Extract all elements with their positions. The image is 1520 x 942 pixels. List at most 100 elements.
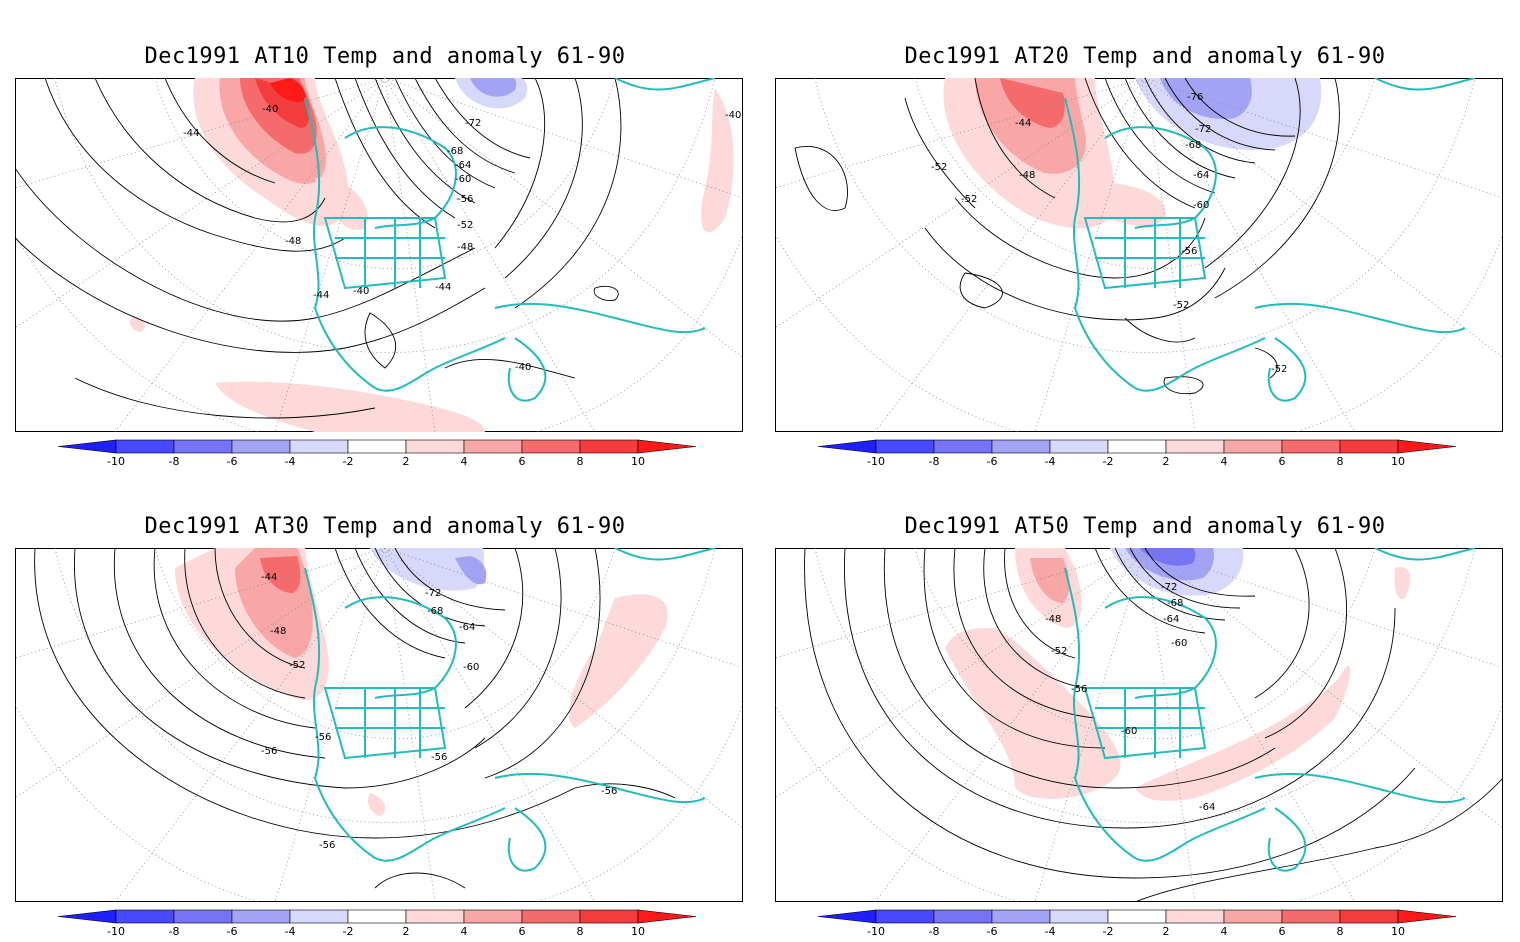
contour-label: -44 bbox=[261, 572, 277, 583]
temperature-contours bbox=[15, 78, 622, 419]
colorbar-tick-label: 10 bbox=[1391, 925, 1405, 938]
colorbar-tick-label: -8 bbox=[169, 925, 180, 938]
contour-label: -40 bbox=[353, 286, 369, 297]
colorbar-segment bbox=[1339, 909, 1399, 924]
colorbar-segment bbox=[1223, 909, 1283, 924]
panel-at10: Dec1991 AT10 Temp and anomaly 61-90 bbox=[15, 0, 755, 460]
colorbar-segment bbox=[289, 909, 349, 924]
colorbar-tick-label: 2 bbox=[1163, 925, 1170, 938]
map-at50: -72 -68 -48 -64 -60 -52 -56 -60 -64 bbox=[775, 548, 1503, 902]
colorbar-1: -10 -8 -6 -4 -2 2 4 6 8 10 bbox=[58, 439, 697, 468]
contour-label: -44 bbox=[313, 290, 329, 301]
colorbar-segment bbox=[1281, 439, 1341, 454]
colorbar-segment bbox=[231, 909, 291, 924]
colorbar-segment bbox=[579, 439, 639, 454]
contour-label: -52 bbox=[931, 162, 947, 173]
panel-at50: Dec1991 AT50 Temp and anomaly 61-90 bbox=[775, 470, 1515, 930]
colorbar-arrow-high bbox=[1397, 439, 1457, 454]
contour-label: -56 bbox=[1071, 684, 1087, 695]
contour-label: -56 bbox=[601, 786, 617, 797]
colorbar-tick-label: 6 bbox=[1279, 925, 1286, 938]
colorbar-tick-label: -6 bbox=[987, 925, 998, 938]
colorbar-arrow-high bbox=[1397, 909, 1457, 924]
contour-label: -52 bbox=[457, 220, 473, 231]
colorbar-segment bbox=[463, 909, 523, 924]
colorbar-tick-label: -2 bbox=[343, 925, 354, 938]
colorbar-segment bbox=[347, 909, 407, 924]
colorbar-segment bbox=[1049, 439, 1109, 454]
colorbar-segment bbox=[1107, 909, 1167, 924]
panel-at30: Dec1991 AT30 Temp and anomaly 61-90 bbox=[15, 470, 755, 930]
contour-label: -48 bbox=[285, 236, 301, 247]
contour-label: -44 bbox=[1015, 118, 1031, 129]
colorbar-segment bbox=[231, 439, 291, 454]
contour-label: -40 bbox=[725, 110, 741, 121]
colorbar-tick-label: -2 bbox=[343, 455, 354, 468]
contour-label: -64 bbox=[1163, 614, 1179, 625]
coastlines bbox=[1064, 548, 1476, 872]
colorbar-segment bbox=[521, 439, 581, 454]
colorbar-segment bbox=[875, 909, 935, 924]
colorbar-segment bbox=[1165, 439, 1225, 454]
contour-label: -48 bbox=[457, 242, 473, 253]
contour-label: -64 bbox=[459, 622, 475, 633]
colorbar-tick-label: 6 bbox=[519, 455, 526, 468]
colorbar-segment bbox=[1223, 439, 1283, 454]
anomaly-shading bbox=[943, 78, 1322, 229]
contour-label: -72 bbox=[1195, 124, 1211, 135]
colorbar-segment bbox=[405, 439, 465, 454]
colorbar-tick-label: 4 bbox=[1221, 455, 1228, 468]
panel-title: Dec1991 AT30 Temp and anomaly 61-90 bbox=[144, 514, 626, 539]
contour-label: -60 bbox=[1171, 638, 1187, 649]
colorbar-2: -10 -8 -6 -4 -2 2 4 6 8 10 bbox=[818, 439, 1457, 468]
colorbar-tick-label: -6 bbox=[987, 455, 998, 468]
contour-labels: -76 -44 -72 -68 -52 -48 -64 -52 -60 -56 … bbox=[931, 92, 1287, 375]
lat-lon-grid bbox=[775, 78, 1503, 432]
colorbar-tick-label: 4 bbox=[1221, 925, 1228, 938]
colorbar-tick-label: 2 bbox=[403, 925, 410, 938]
colorbar-tick-label: 4 bbox=[461, 455, 468, 468]
colorbar-segment bbox=[115, 909, 175, 924]
contour-label: -68 bbox=[1185, 140, 1201, 151]
contour-label: -56 bbox=[1181, 246, 1197, 257]
contour-label: -56 bbox=[261, 746, 277, 757]
colorbar-arrow-high bbox=[637, 439, 697, 454]
colorbar-tick-label: -10 bbox=[867, 455, 885, 468]
colorbar-segment bbox=[1107, 439, 1167, 454]
anomaly-shading bbox=[175, 548, 668, 816]
colorbar-tick-label: -10 bbox=[107, 925, 125, 938]
colorbar-tick-label: -6 bbox=[227, 455, 238, 468]
colorbar-segment bbox=[289, 439, 349, 454]
anomaly-shading bbox=[945, 548, 1411, 801]
contour-label: -68 bbox=[1167, 598, 1183, 609]
contour-label: -48 bbox=[270, 626, 286, 637]
colorbar-tick-label: 10 bbox=[1391, 455, 1405, 468]
colorbar-tick-label: -2 bbox=[1103, 925, 1114, 938]
panel-at20: Dec1991 AT20 Temp and anomaly 61-90 bbox=[775, 0, 1515, 460]
contour-label: -52 bbox=[289, 660, 305, 671]
contour-label: -64 bbox=[455, 160, 471, 171]
panel-title: Dec1991 AT50 Temp and anomaly 61-90 bbox=[904, 514, 1386, 539]
colorbar-segment bbox=[875, 439, 935, 454]
colorbar-segment bbox=[579, 909, 639, 924]
contour-labels: -72 -68 -48 -64 -60 -52 -56 -60 -64 bbox=[1045, 582, 1215, 813]
colorbar-arrow-low bbox=[58, 909, 117, 924]
contour-label: -60 bbox=[455, 174, 471, 185]
colorbar-tick-label: 10 bbox=[631, 455, 645, 468]
colorbar-segment bbox=[463, 439, 523, 454]
contour-label: -68 bbox=[427, 606, 443, 617]
colorbar-arrow-high bbox=[637, 909, 697, 924]
temperature-contours bbox=[804, 548, 1503, 902]
colorbar-segment bbox=[347, 439, 407, 454]
contour-label: -60 bbox=[463, 662, 479, 673]
colorbar-tick-label: -4 bbox=[1045, 925, 1056, 938]
colorbar-segment bbox=[991, 439, 1051, 454]
colorbar-segment bbox=[405, 909, 465, 924]
colorbar-tick-label: 2 bbox=[403, 455, 410, 468]
coastlines bbox=[1064, 78, 1476, 402]
colorbar-arrow-low bbox=[818, 439, 877, 454]
contour-label: -56 bbox=[315, 732, 331, 743]
colorbar-segment bbox=[991, 909, 1051, 924]
colorbar-segment bbox=[1165, 909, 1225, 924]
colorbar-tick-label: -2 bbox=[1103, 455, 1114, 468]
